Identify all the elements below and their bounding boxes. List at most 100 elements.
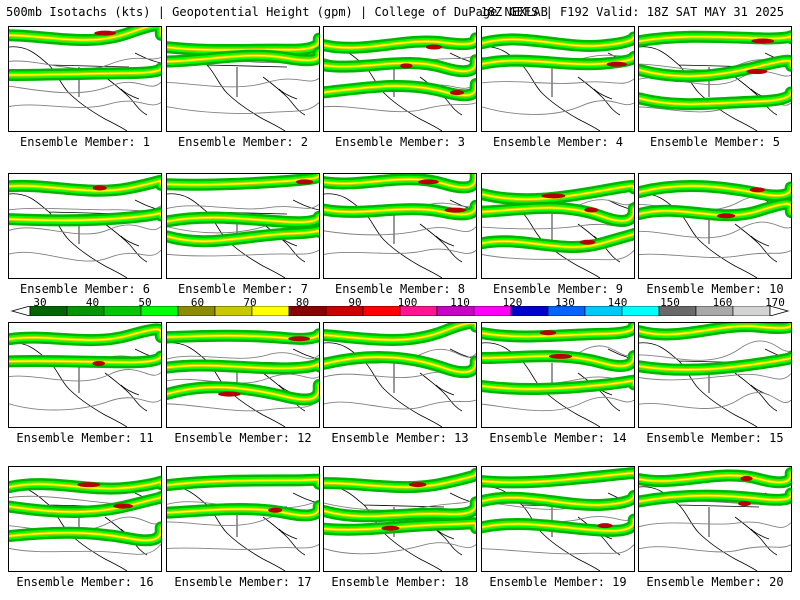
ensemble-member-label: Ensemble Member: 5 — [649, 135, 781, 149]
ensemble-map — [639, 180, 791, 278]
ensemble-map — [482, 180, 634, 278]
ensemble-map-frame — [8, 466, 162, 572]
colorbar-swatch — [214, 306, 253, 316]
jet-max — [218, 391, 241, 397]
jet-streak — [324, 205, 476, 216]
jet-streak — [324, 37, 476, 49]
jet-streak — [482, 233, 634, 248]
ensemble-panel: Ensemble Member: 16 — [8, 466, 162, 589]
height-contour — [9, 56, 161, 70]
jet-streak — [9, 328, 161, 341]
ensemble-panel: Ensemble Member: 17 — [166, 466, 320, 589]
height-contour — [482, 250, 634, 261]
jet-max — [749, 187, 765, 193]
isotach-colorbar: 30 40 50 60 70 80 90 100 110 120 130 140 150 160 170 — [0, 296, 800, 318]
jet-max — [584, 207, 599, 213]
height-contour — [324, 102, 476, 113]
height-contour — [324, 542, 476, 555]
height-contour — [167, 352, 319, 360]
jet-max — [94, 30, 116, 36]
ensemble-member-label: Ensemble Member: 20 — [646, 575, 784, 589]
colorbar-swatch — [584, 306, 623, 316]
jet-streak — [324, 356, 476, 373]
ensemble-map-frame — [481, 26, 635, 132]
height-contour — [639, 544, 791, 553]
jet-streak — [324, 472, 476, 488]
jet-max — [295, 179, 314, 185]
jet-streak — [167, 51, 319, 63]
height-contour — [482, 100, 634, 115]
ensemble-member-label: Ensemble Member: 1 — [19, 135, 151, 149]
ensemble-member-label: Ensemble Member: 3 — [334, 135, 466, 149]
colorbar-swatch — [325, 306, 364, 316]
height-contour — [9, 544, 161, 555]
ensemble-map — [324, 174, 476, 278]
jet-streak — [482, 355, 634, 367]
jet-streak — [167, 37, 319, 51]
jet-streak — [9, 27, 161, 41]
jet-max — [77, 482, 101, 488]
jet-streak — [482, 185, 634, 200]
jet-streak — [324, 323, 476, 341]
colorbar-swatch — [251, 306, 290, 316]
jet-streak — [482, 36, 634, 47]
jet-streak — [9, 212, 161, 222]
ensemble-map-frame — [323, 26, 477, 132]
height-contour — [324, 399, 476, 410]
ensemble-panel: Ensemble Member: 20 — [638, 466, 792, 589]
jet-streak — [639, 492, 791, 503]
ensemble-member-label: Ensemble Member: 18 — [331, 575, 469, 589]
colorbar-swatch — [103, 306, 142, 316]
ensemble-panel: Ensemble Member: 3 — [323, 26, 477, 149]
jet-streak — [482, 325, 634, 338]
ensemble-member-label: Ensemble Member: 11 — [16, 431, 154, 445]
height-contour — [9, 249, 161, 262]
ensemble-member-label: Ensemble Member: 14 — [489, 431, 627, 445]
colorbar-high-arrow — [769, 306, 790, 316]
jet-max — [449, 90, 465, 96]
height-contour — [9, 397, 161, 411]
ensemble-map-frame — [638, 26, 792, 132]
ensemble-map-frame — [323, 322, 477, 428]
ensemble-map — [167, 473, 319, 571]
ensemble-map — [167, 32, 319, 131]
ensemble-map — [482, 31, 634, 131]
ensemble-map-frame — [166, 322, 320, 428]
jet-streak — [639, 35, 791, 42]
jet-max — [408, 482, 427, 488]
jet-max — [268, 507, 283, 513]
ensemble-map — [167, 174, 319, 278]
ensemble-member-label: Ensemble Member: 19 — [489, 575, 627, 589]
jet-max — [579, 239, 596, 245]
jet-streak — [639, 356, 791, 371]
jet-max — [418, 179, 439, 185]
height-contour — [639, 340, 791, 361]
colorbar-swatch — [695, 306, 734, 316]
coastline — [639, 342, 791, 427]
ensemble-panel: Ensemble Member: 2 — [166, 26, 320, 149]
ensemble-map — [9, 174, 161, 278]
height-contour — [482, 396, 634, 412]
colorbar-swatch — [362, 306, 401, 316]
jet-streak — [167, 229, 319, 242]
jet-streak — [639, 185, 791, 197]
jet-streak — [482, 518, 634, 532]
colorbar-swatch — [177, 306, 216, 316]
colorbar-swatch — [140, 306, 179, 316]
height-contour — [167, 78, 319, 88]
jet-streak — [9, 526, 161, 541]
jet-max — [92, 360, 105, 366]
jet-streak — [482, 472, 634, 484]
ensemble-member-label: Ensemble Member: 9 — [492, 282, 624, 296]
ensemble-map-frame — [638, 466, 792, 572]
height-contour — [167, 544, 319, 550]
ensemble-panel: Ensemble Member: 7 — [166, 173, 320, 296]
height-contour — [324, 226, 476, 236]
ensemble-map-frame — [166, 26, 320, 132]
jet-streak — [324, 174, 476, 189]
jet-max — [746, 69, 768, 75]
ensemble-map — [324, 32, 476, 131]
jet-streak — [324, 522, 476, 531]
ensemble-map-frame — [323, 173, 477, 279]
